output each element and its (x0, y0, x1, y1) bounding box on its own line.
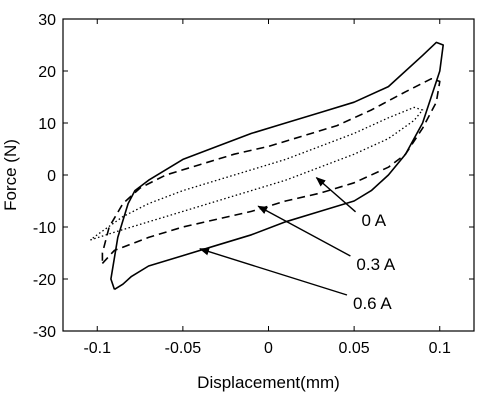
annotation-arrow (257, 205, 351, 257)
annotation-arrow (315, 176, 357, 213)
y-tick-label: -10 (33, 220, 56, 237)
series-line-dotted (90, 106, 424, 241)
series-layer (90, 41, 445, 291)
y-tick-label: -20 (33, 272, 56, 289)
y-tick-label: 10 (38, 116, 56, 133)
annotation-arrow (199, 247, 348, 296)
ticks-layer: -0.1 -0.05 0 0.05 0.1 -30 -20 -10 0 10 20 30 (33, 12, 474, 357)
x-tick-label: 0 (264, 340, 273, 357)
annotation-layer: 0 A 0.3 A 0.6 A (199, 176, 396, 313)
y-tick-label: 30 (38, 12, 56, 29)
y-tick-label: 20 (38, 64, 56, 81)
y-tick-label: -30 (33, 324, 56, 341)
y-tick-label: 0 (47, 168, 56, 185)
x-tick-label: 0.05 (339, 340, 370, 357)
x-tick-label: -0.1 (83, 340, 111, 357)
annotation-label: 0.3 A (356, 255, 395, 274)
annotation-label: 0 A (362, 211, 387, 230)
x-axis-label: Displacement(mm) (197, 373, 340, 392)
x-tick-label: -0.05 (165, 340, 202, 357)
series-line-dashed (101, 78, 441, 264)
x-tick-label: 0.1 (429, 340, 451, 357)
series-line-solid (110, 41, 445, 291)
y-axis-label: Force (N) (1, 139, 20, 211)
annotation-label: 0.6 A (353, 294, 392, 313)
